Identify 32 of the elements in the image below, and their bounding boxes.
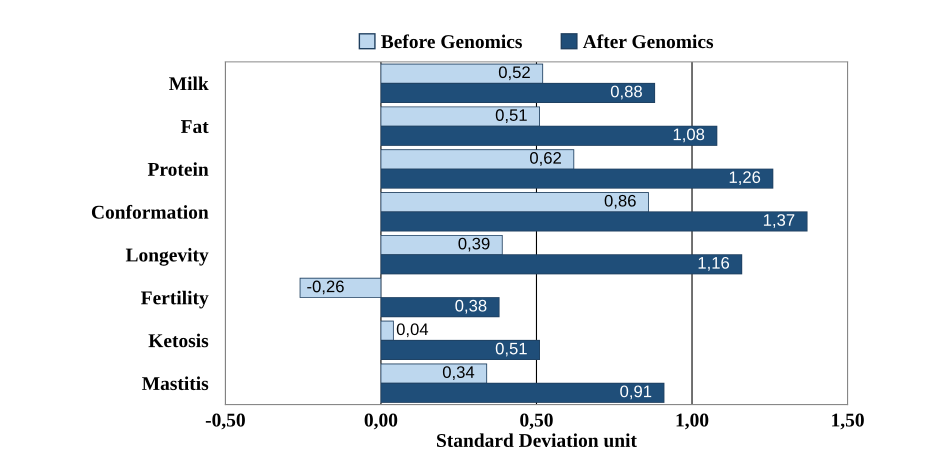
y-tick-label: Milk [169,76,209,90]
data-label: 1,37 [764,214,794,228]
data-label: 0,04 [396,323,428,338]
x-axis-title: Standard Deviation unit [437,433,637,448]
data-label: 0,34 [442,366,474,380]
data-label: 0,39 [458,238,490,252]
y-tick-label: Longevity [126,248,209,266]
y-tick-label: Ketosis [148,334,208,348]
data-label: -0,26 [307,280,344,294]
legend-label: After Genomics [582,34,714,48]
y-tick-label: Conformation [92,204,208,219]
data-label: 1,26 [730,171,760,186]
data-label: 1,08 [674,128,704,142]
data-label: 0,51 [496,342,527,356]
x-tick-label: 1,50 [832,413,864,430]
legend-label: Before Genomics [381,34,522,48]
y-tick-label: Mastitis [142,376,208,390]
x-tick-label: 1,00 [676,413,708,430]
y-tick-label: Fat [180,120,209,134]
data-label: 0,91 [620,385,652,400]
data-label: 0,62 [530,152,561,166]
data-label: 1,16 [698,256,730,271]
x-tick-label: 0,00 [364,413,398,430]
x-tick-label: -0,50 [206,413,245,430]
data-label: 0,86 [604,194,636,209]
data-label: 0,38 [455,300,486,314]
data-label: 0,51 [496,109,527,123]
y-tick-label: Protein [148,162,208,176]
x-tick-label: 0,50 [520,413,553,430]
y-tick-label: Fertility [141,290,209,308]
data-label: 0,52 [498,66,530,80]
data-label: 0,88 [610,86,642,100]
